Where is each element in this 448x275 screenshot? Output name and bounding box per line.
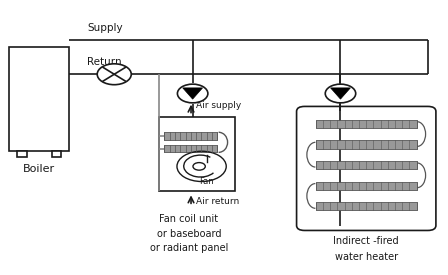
Bar — [164, 145, 217, 152]
Circle shape — [97, 64, 131, 85]
Bar — [164, 132, 217, 140]
Bar — [316, 120, 417, 128]
Text: Return: Return — [87, 57, 122, 67]
Text: Indirect -fired: Indirect -fired — [333, 236, 399, 246]
Text: or baseboard: or baseboard — [156, 229, 221, 239]
Polygon shape — [331, 88, 350, 99]
Circle shape — [177, 84, 208, 103]
Text: Air return: Air return — [195, 197, 239, 206]
Text: water heater: water heater — [335, 252, 398, 262]
Bar — [9, 47, 69, 151]
Text: Boiler: Boiler — [23, 164, 55, 174]
Text: Air supply: Air supply — [195, 101, 241, 110]
Bar — [159, 117, 235, 191]
Bar — [316, 161, 417, 169]
FancyBboxPatch shape — [297, 106, 436, 230]
Text: Fan coil unit: Fan coil unit — [159, 214, 218, 224]
Circle shape — [325, 84, 356, 103]
Bar — [52, 151, 61, 157]
Polygon shape — [183, 88, 202, 99]
Bar — [316, 182, 417, 190]
Text: Supply: Supply — [87, 23, 123, 33]
Text: or radiant panel: or radiant panel — [150, 243, 228, 253]
Bar — [17, 151, 27, 157]
Bar — [316, 202, 417, 210]
Text: Fan: Fan — [199, 177, 213, 186]
Bar — [316, 140, 417, 148]
